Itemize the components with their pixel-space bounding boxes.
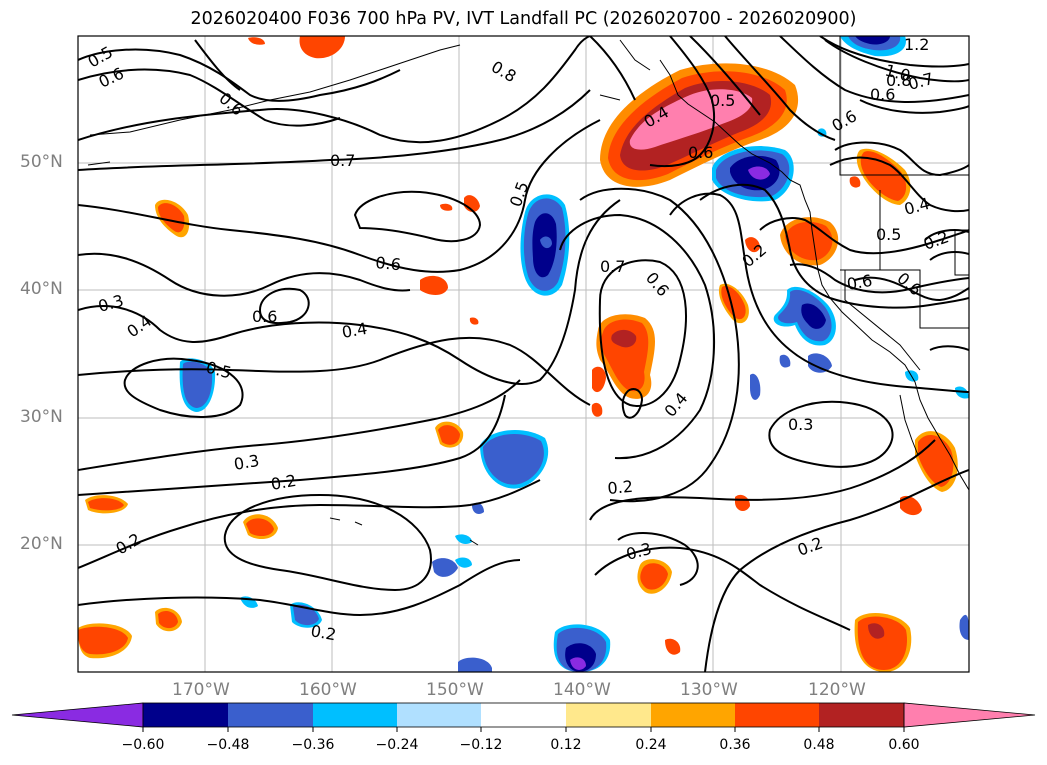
colorbar-segment (228, 703, 313, 727)
map-plot-area: 0.5 0.6 0.6 0.8 0.4 0.5 0.6 0.7 0.5 0.6 … (78, 35, 969, 672)
colorbar-segment (397, 703, 481, 727)
map-title: 2026020400 F036 700 hPa PV, IVT Landfall… (190, 9, 857, 29)
contour-label: 0.6 (375, 253, 402, 274)
ivt-positive-shading (78, 36, 958, 672)
contour-label: 0.3 (232, 451, 260, 474)
contour-label: 0.6 (252, 307, 277, 326)
contour-label: 0.5 (710, 91, 735, 110)
lon-label-120w: 120°W (808, 680, 866, 700)
colorbar (11, 702, 1036, 732)
colorbar-segment (481, 703, 566, 727)
contour-label: 0.8 (886, 71, 911, 90)
contour-label: 0.2 (269, 471, 297, 494)
colorbar-segment (313, 703, 397, 727)
colorbar-segment (651, 703, 735, 727)
contour-label: 0.2 (309, 621, 337, 644)
colorbar-tick-label: 0.36 (719, 737, 751, 753)
pv-contour-labels: 0.5 0.6 0.6 0.8 0.4 0.5 0.6 0.7 0.5 0.6 … (85, 35, 952, 644)
colorbar-segment (143, 703, 228, 727)
colorbar-extend-high (903, 702, 1036, 728)
colorbar-tick-label: −0.12 (459, 737, 503, 753)
pv-contours (78, 36, 969, 672)
lat-label-40n: 40°N (20, 279, 63, 299)
ivt-negative-shading (179, 36, 969, 672)
contour-label: 0.6 (870, 85, 895, 104)
lon-label-150w: 150°W (426, 680, 484, 700)
contour-label: 0.5 (876, 225, 901, 244)
colorbar-tick-label: 0.60 (888, 737, 920, 753)
contour-label: 0.4 (340, 319, 368, 342)
lon-label-170w: 170°W (172, 680, 230, 700)
lon-label-130w: 130°W (680, 680, 738, 700)
contour-label: 0.7 (600, 257, 625, 276)
contour-label: 0.6 (845, 271, 873, 294)
colorbar-tick-label: −0.48 (206, 737, 250, 753)
contour-label: 0.6 (688, 143, 713, 162)
lat-label-50n: 50°N (20, 152, 63, 172)
colorbar-tick-label: −0.36 (291, 737, 335, 753)
colorbar-tick-label: 0.24 (635, 737, 667, 753)
contour-label: 0.7 (330, 151, 355, 170)
map-frame (77, 35, 970, 673)
lon-label-160w: 160°W (299, 680, 357, 700)
lon-label-140w: 140°W (553, 680, 611, 700)
contour-label: 1.2 (904, 35, 929, 54)
colorbar-tick-label: −0.60 (121, 737, 165, 753)
colorbar-tick-label: −0.24 (375, 737, 419, 753)
colorbar-segment (566, 703, 651, 727)
lat-label-20n: 20°N (20, 534, 63, 554)
colorbar-tick-label: 0.48 (803, 737, 835, 753)
colorbar-segment (735, 703, 819, 727)
colorbar-tick-label: 0.12 (550, 737, 582, 753)
contour-label: 0.2 (607, 477, 634, 498)
colorbar-extend-low (11, 702, 144, 728)
lat-label-30n: 30°N (20, 407, 63, 427)
contour-label: 0.3 (788, 415, 813, 434)
colorbar-segment (819, 703, 904, 727)
